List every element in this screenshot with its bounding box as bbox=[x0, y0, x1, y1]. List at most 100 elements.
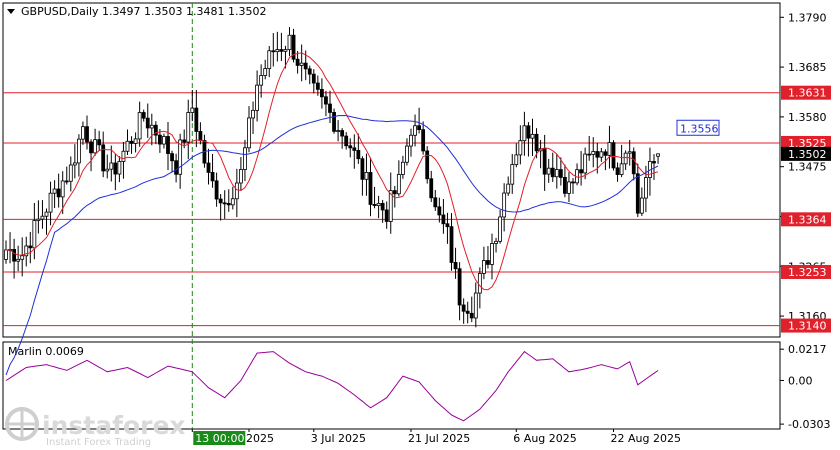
candle-106 bbox=[433, 189, 438, 211]
candle-12 bbox=[52, 180, 57, 209]
candles bbox=[4, 27, 660, 328]
candle-145 bbox=[591, 137, 596, 168]
candle-76 bbox=[311, 69, 316, 94]
oscillator-line[interactable] bbox=[5, 350, 659, 422]
candle-125 bbox=[510, 153, 515, 194]
candle-24 bbox=[101, 131, 106, 178]
candle-99 bbox=[405, 138, 409, 166]
candle-128 bbox=[522, 111, 527, 156]
candle-30 bbox=[125, 129, 130, 156]
ma-short-line[interactable] bbox=[5, 52, 659, 291]
indicator-name: Marlin 0.0069 bbox=[8, 345, 84, 358]
candle-2 bbox=[12, 238, 17, 279]
candle-123 bbox=[502, 183, 507, 232]
watermark-brand: instaforex bbox=[42, 411, 186, 440]
candle-116 bbox=[473, 282, 478, 328]
candle-157 bbox=[639, 187, 644, 217]
level-label-2: 1.3364 bbox=[781, 212, 831, 227]
candle-68 bbox=[279, 32, 284, 62]
candle-73 bbox=[299, 44, 304, 82]
candle-148 bbox=[603, 149, 608, 171]
candle-130 bbox=[530, 118, 535, 156]
candle-21 bbox=[89, 139, 93, 172]
candle-105 bbox=[429, 170, 434, 203]
candle-28 bbox=[117, 156, 122, 183]
candle-133 bbox=[542, 134, 547, 191]
candle-79 bbox=[324, 90, 328, 117]
candle-112 bbox=[457, 262, 462, 321]
candle-102 bbox=[417, 107, 422, 134]
candle-149 bbox=[607, 125, 612, 169]
candle-94 bbox=[384, 201, 389, 229]
candle-5 bbox=[24, 236, 29, 267]
candle-75 bbox=[307, 65, 312, 85]
candle-98 bbox=[400, 155, 405, 179]
candle-19 bbox=[81, 121, 85, 145]
candle-71 bbox=[291, 28, 296, 63]
candle-58 bbox=[238, 157, 243, 191]
candle-137 bbox=[558, 157, 563, 186]
svg-text:1.3525: 1.3525 bbox=[788, 137, 827, 150]
candle-122 bbox=[498, 209, 503, 244]
candle-156 bbox=[635, 163, 640, 218]
candle-26 bbox=[109, 145, 114, 182]
candle-158 bbox=[644, 165, 648, 213]
candle-104 bbox=[425, 146, 430, 184]
level-label-1: 1.3525 bbox=[781, 135, 831, 150]
candle-154 bbox=[627, 139, 632, 166]
candle-153 bbox=[623, 150, 628, 170]
candle-35 bbox=[145, 103, 150, 138]
candle-160 bbox=[652, 154, 656, 181]
candle-8 bbox=[36, 200, 41, 234]
candle-41 bbox=[170, 150, 174, 173]
candle-9 bbox=[40, 200, 45, 229]
time-label-2: 3 Jul 2025 bbox=[311, 429, 366, 445]
candle-89 bbox=[364, 153, 369, 196]
candle-67 bbox=[275, 31, 280, 62]
svg-text:1.3631: 1.3631 bbox=[788, 87, 827, 100]
candle-0 bbox=[4, 240, 8, 264]
candle-54 bbox=[222, 190, 227, 219]
svg-text:22 Aug 2025: 22 Aug 2025 bbox=[611, 432, 681, 445]
ma-long-line[interactable] bbox=[5, 114, 659, 376]
time-label-1: 2025 bbox=[246, 429, 274, 445]
candle-151 bbox=[615, 162, 620, 182]
indicator-panel[interactable] bbox=[2, 341, 781, 430]
candle-86 bbox=[352, 134, 357, 169]
candle-23 bbox=[97, 130, 102, 151]
candle-152 bbox=[619, 144, 624, 178]
candle-45 bbox=[186, 99, 191, 160]
candle-150 bbox=[611, 140, 616, 171]
level-label-0: 1.3631 bbox=[781, 85, 831, 100]
candle-108 bbox=[441, 199, 446, 234]
candle-47 bbox=[194, 90, 199, 148]
candle-110 bbox=[449, 213, 454, 271]
candle-136 bbox=[554, 153, 559, 189]
candle-61 bbox=[251, 101, 255, 135]
candle-4 bbox=[20, 237, 25, 277]
ma-long-value-label: 1.3556 bbox=[676, 119, 720, 136]
candle-118 bbox=[481, 246, 486, 280]
candle-92 bbox=[376, 195, 381, 219]
oscillator bbox=[5, 350, 659, 422]
candle-14 bbox=[60, 171, 65, 214]
candle-20 bbox=[85, 115, 89, 150]
candle-29 bbox=[121, 141, 126, 179]
price-axis: 1.37901.36851.35801.34751.33701.32651.31… bbox=[676, 11, 831, 431]
candle-10 bbox=[44, 208, 49, 235]
candle-140 bbox=[571, 178, 575, 194]
candle-43 bbox=[178, 133, 183, 189]
candle-77 bbox=[315, 75, 320, 96]
candle-25 bbox=[105, 154, 110, 179]
candle-101 bbox=[413, 114, 417, 147]
candle-64 bbox=[263, 59, 268, 80]
candle-17 bbox=[72, 144, 77, 179]
candle-50 bbox=[206, 148, 211, 185]
candle-100 bbox=[409, 128, 413, 157]
dropdown-triangle-icon[interactable] bbox=[7, 9, 15, 14]
candle-83 bbox=[340, 128, 345, 149]
candle-135 bbox=[550, 152, 555, 182]
candle-139 bbox=[567, 172, 571, 203]
candle-53 bbox=[218, 194, 223, 221]
